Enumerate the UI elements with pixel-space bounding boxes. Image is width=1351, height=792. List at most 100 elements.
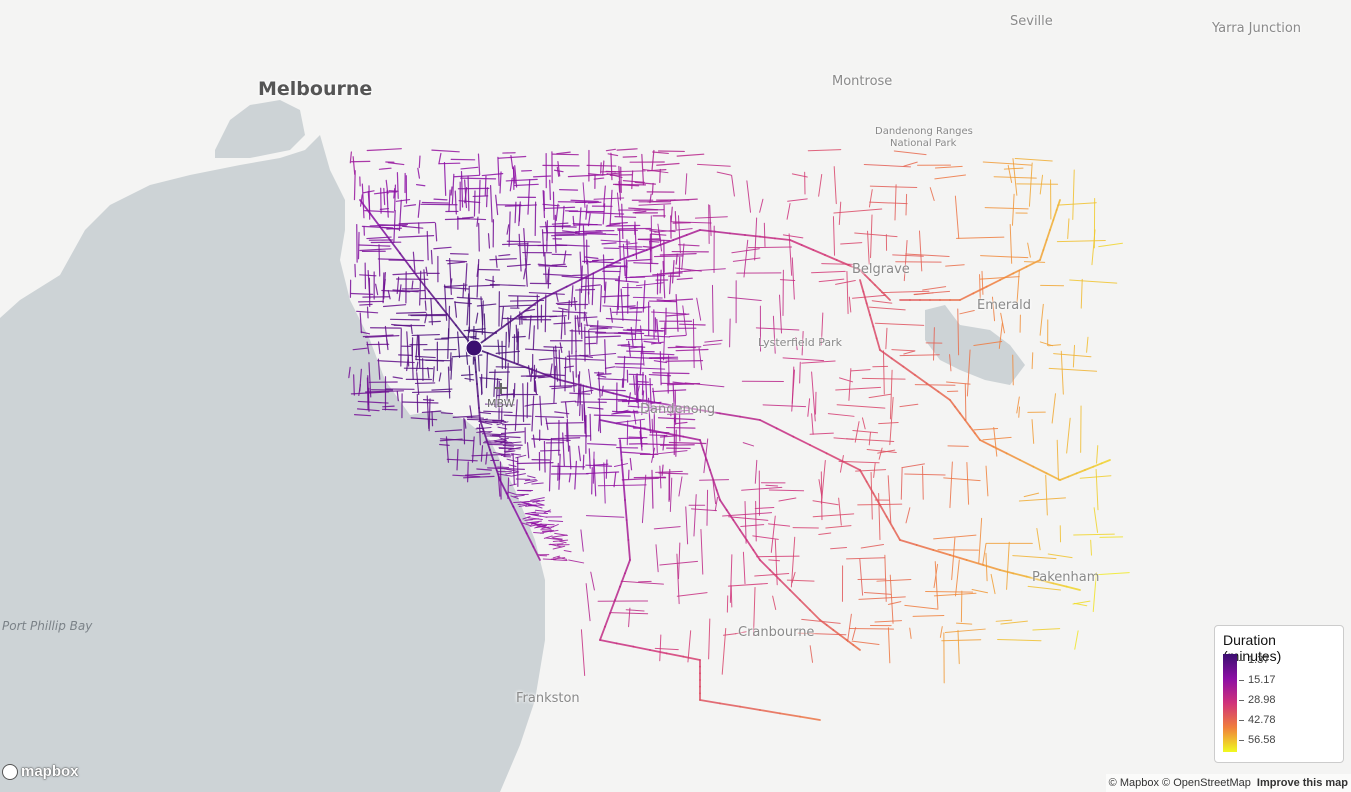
route-segment [573, 223, 598, 226]
route-segment [588, 329, 591, 356]
attribution-osm-link[interactable]: © OpenStreetMap [1162, 777, 1251, 789]
route-segment [789, 589, 801, 601]
route-segment [618, 229, 621, 260]
route-segment [1092, 462, 1103, 468]
route-segment [456, 448, 459, 471]
route-segment [1092, 572, 1097, 613]
route-segment [551, 263, 566, 266]
route-segment [495, 323, 508, 333]
route-segment [568, 559, 585, 564]
route-segment [792, 435, 811, 446]
route-segment [627, 539, 631, 561]
route-segment [651, 418, 655, 458]
route-segment [982, 161, 1032, 166]
route-segment [854, 232, 898, 238]
route-segment [754, 506, 775, 510]
route-segment [654, 228, 693, 233]
route-segment [647, 199, 676, 203]
route-segment [357, 400, 389, 404]
route-segment [633, 409, 637, 425]
route-segment [1086, 336, 1089, 353]
route-segment [820, 312, 824, 346]
route-segment [872, 492, 881, 506]
route-segment [625, 519, 630, 541]
route-segment [693, 494, 697, 537]
route-segment [570, 285, 574, 307]
mapbox-logo[interactable]: mapbox [2, 763, 79, 780]
route-segment [1073, 533, 1115, 536]
route-segment [812, 249, 826, 256]
route-segment [1067, 218, 1070, 240]
route-segment [1084, 465, 1095, 471]
route-segment [568, 472, 572, 483]
route-segment [980, 255, 1029, 259]
route-segment [366, 341, 370, 355]
route-segment [1051, 393, 1056, 424]
route-segment [617, 356, 653, 359]
route-segment [549, 315, 567, 318]
route-segment [876, 578, 912, 582]
route-segment [905, 507, 911, 524]
route-segment [1052, 209, 1058, 221]
route-segment [901, 463, 925, 469]
route-segment [585, 211, 625, 215]
route-segment [528, 291, 565, 295]
route-segment [944, 628, 986, 633]
route-segment [539, 395, 543, 426]
route-segment [651, 447, 656, 463]
route-segment [1042, 239, 1048, 251]
route-segment [1007, 164, 1013, 183]
route-segment [825, 525, 852, 529]
route-segment [501, 357, 518, 365]
route-segment [1019, 459, 1035, 468]
route-segment [365, 335, 400, 338]
route-segment [516, 489, 532, 492]
route-segment [974, 432, 981, 441]
route-segment [887, 627, 891, 664]
route-segment [549, 385, 577, 388]
route-segment [759, 419, 778, 430]
legend-tick: 56.58 [1239, 734, 1276, 746]
route-segment [685, 506, 689, 545]
route-segment [375, 283, 379, 296]
route-segment [597, 378, 627, 381]
route-segment [884, 554, 887, 602]
route-segment [694, 216, 728, 219]
route-segment [584, 335, 621, 338]
route-segment [393, 184, 397, 212]
route-segment [661, 464, 664, 476]
route-segment [555, 203, 559, 222]
route-segment [887, 475, 892, 524]
route-segment [430, 297, 433, 326]
route-segment [877, 449, 896, 454]
route-segment [836, 404, 886, 409]
route-segment [747, 246, 793, 249]
route-segment [653, 255, 684, 258]
route-segment [992, 445, 1008, 455]
route-segment [699, 409, 721, 415]
route-segment [398, 221, 436, 225]
route-segment [548, 520, 564, 523]
route-segment [1093, 507, 1099, 533]
improve-map-link[interactable]: Improve this map [1256, 777, 1348, 789]
route-segment [537, 263, 558, 267]
route-segment [631, 170, 634, 190]
route-segment [549, 543, 563, 548]
route-segment [531, 512, 549, 514]
route-segment [572, 370, 575, 393]
route-segment [956, 622, 973, 625]
origin-marker[interactable] [465, 339, 483, 357]
route-segment [554, 532, 568, 536]
route-segment [432, 366, 435, 382]
attribution-mapbox-link[interactable]: © Mapbox [1108, 777, 1159, 789]
route-segment [467, 418, 505, 422]
route-segment [593, 197, 625, 200]
route-segment [527, 179, 531, 215]
route-segment [753, 587, 756, 636]
route-segment [659, 253, 697, 256]
route-segment [1023, 492, 1040, 498]
route-segment [863, 163, 912, 168]
route-segment [572, 382, 588, 388]
route-segment [589, 353, 617, 357]
